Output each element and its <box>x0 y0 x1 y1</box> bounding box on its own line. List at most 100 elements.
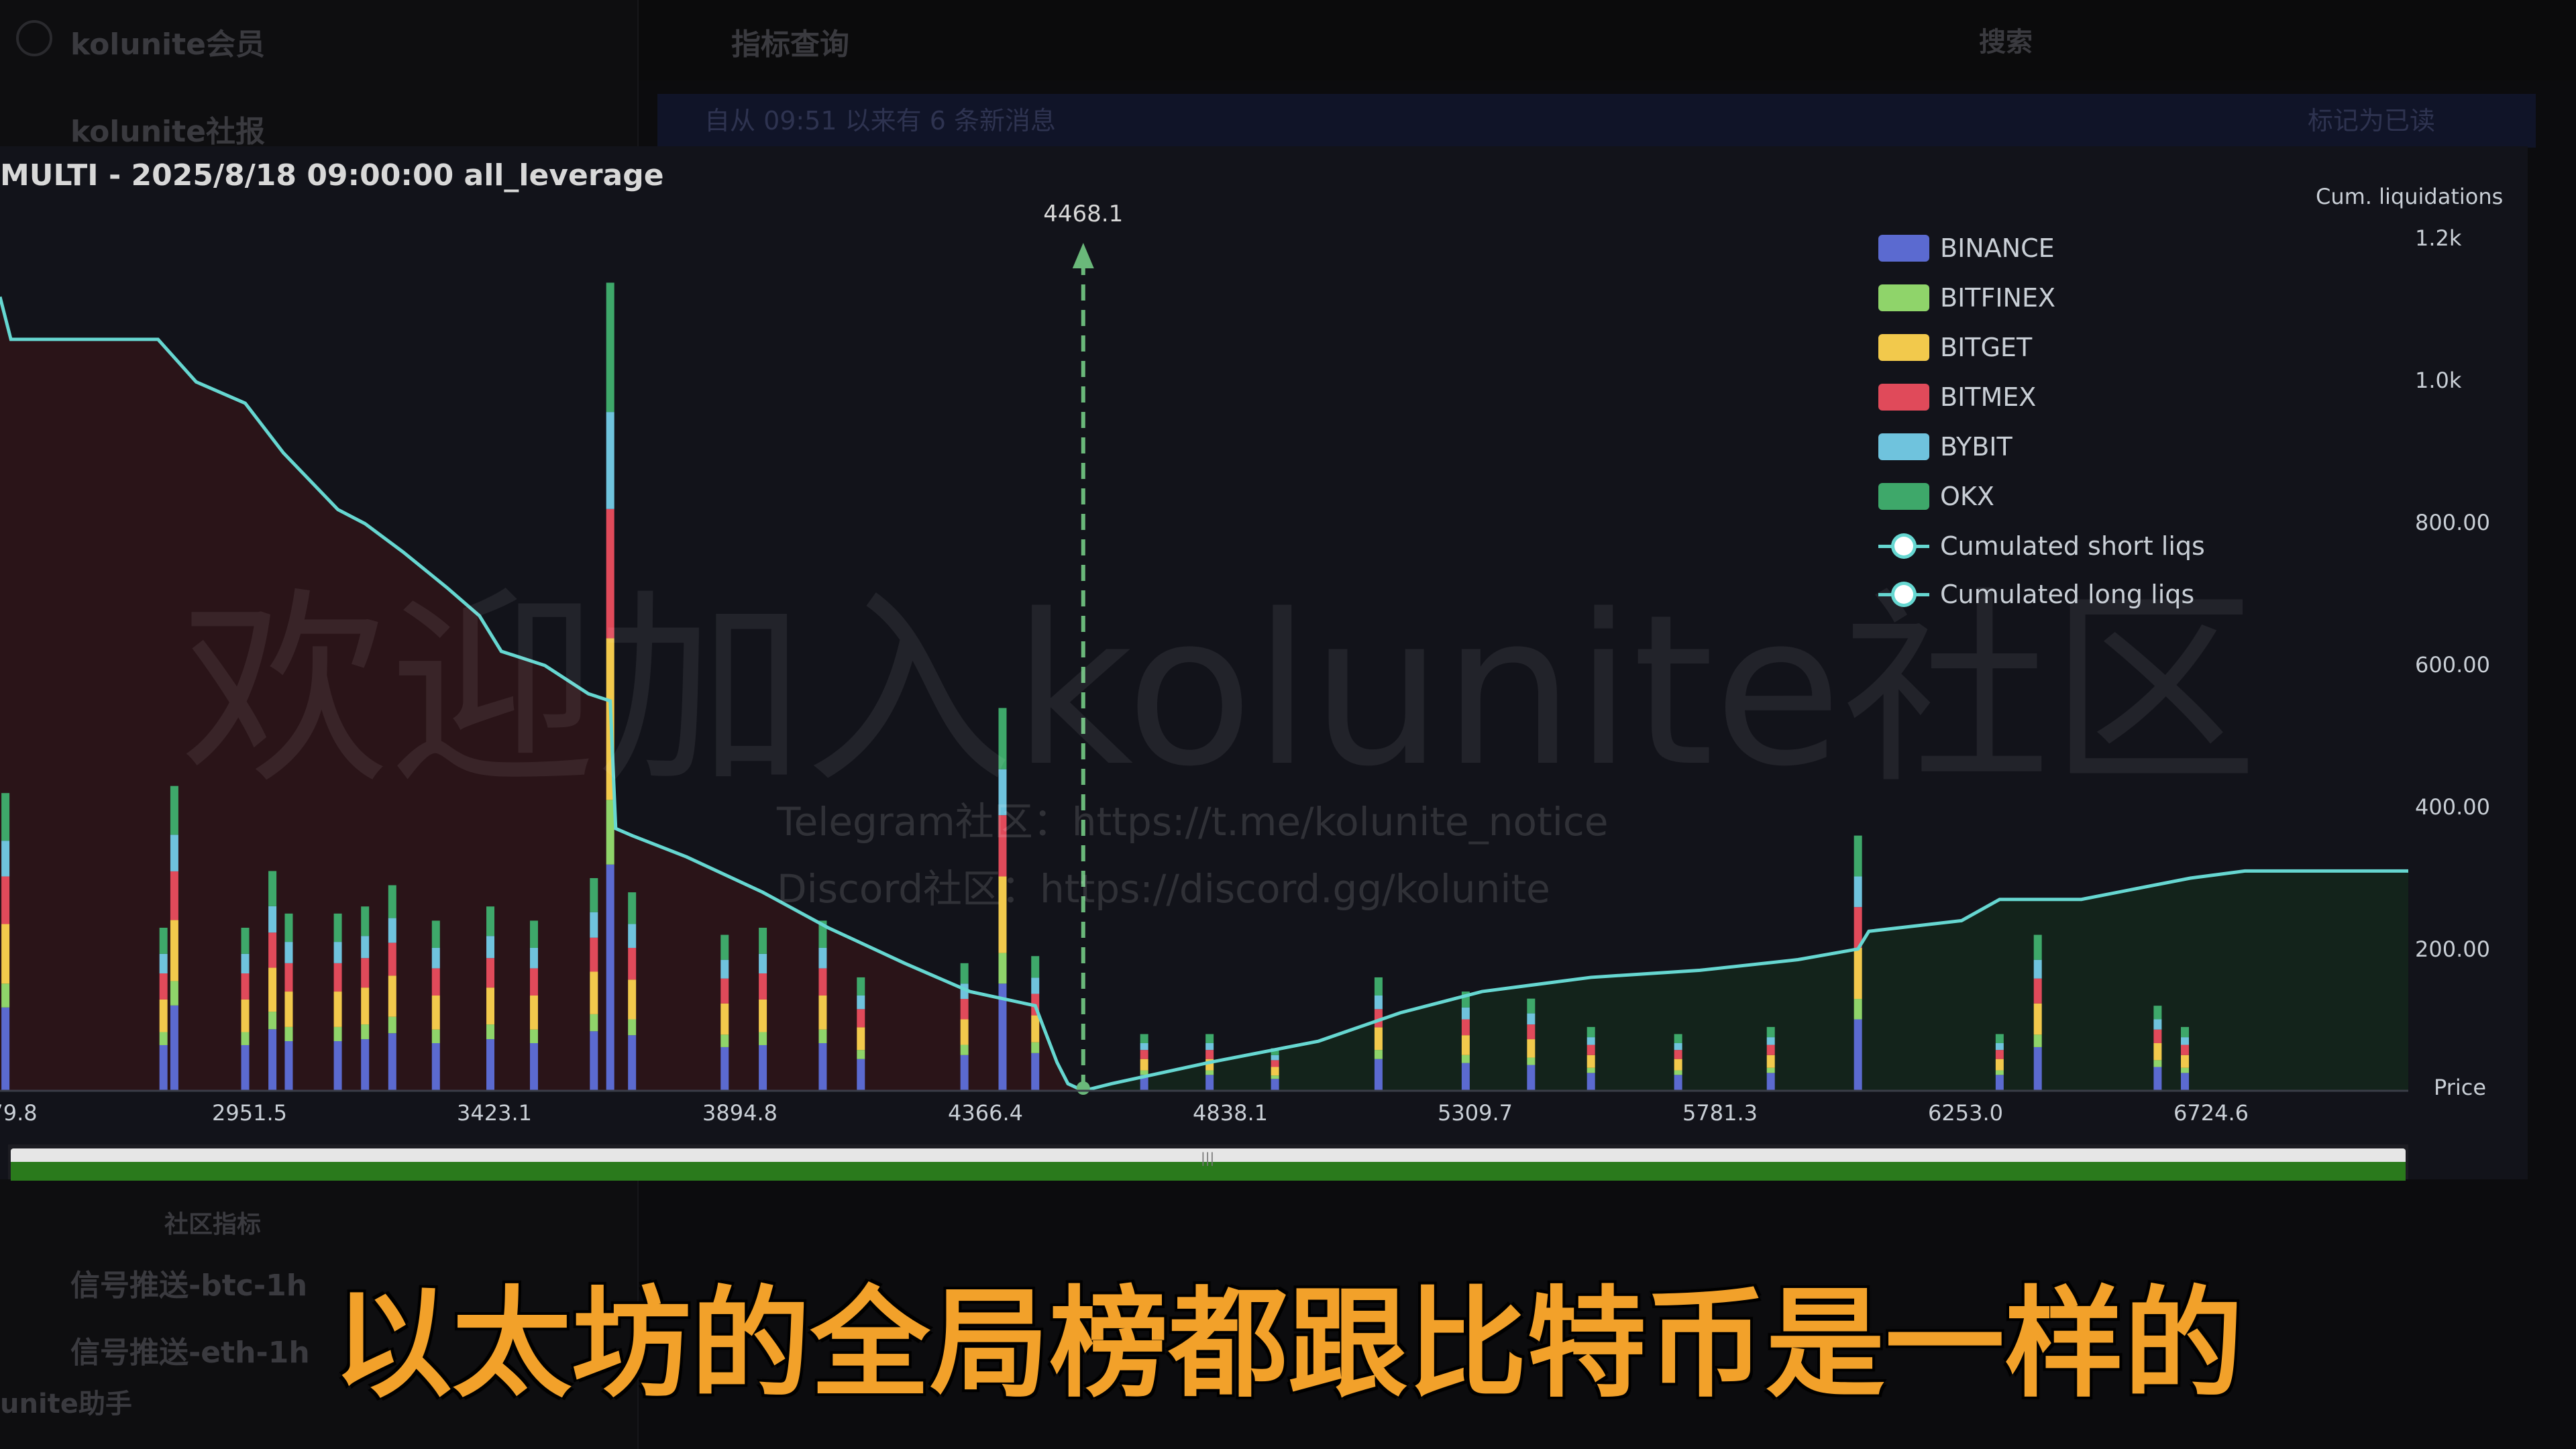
liquidation-bar-bitmex <box>590 937 598 972</box>
liquidation-bar-bitget <box>170 920 178 981</box>
y-tick-label: 1.2k <box>2415 225 2462 251</box>
liquidation-bar-bitfinex <box>1995 1070 2004 1075</box>
liquidation-bar-binance <box>1031 1053 1040 1091</box>
liquidation-bar-binance <box>1374 1059 1383 1091</box>
liquidation-bar-bitmex <box>960 999 969 1020</box>
liquidation-bar-binance <box>1587 1073 1595 1091</box>
liquidation-bar-binance <box>960 1055 969 1091</box>
liquidation-bar-bitmex <box>1205 1050 1214 1059</box>
liquidation-bar-bitget <box>1 924 10 984</box>
liquidation-bar-bitget <box>857 1027 865 1051</box>
liquidation-bar-bybit <box>284 942 293 963</box>
search-input[interactable]: 搜索 <box>1979 27 2033 58</box>
liquidation-bar-binance <box>529 1042 538 1091</box>
liquidation-bar-bitfinex <box>628 1019 637 1036</box>
liquidation-bar-okx <box>759 927 767 954</box>
legend-item-bybit[interactable]: BYBIT <box>1878 422 2012 472</box>
liquidation-bar-bitmex <box>1527 1024 1536 1040</box>
liquidation-bar-bybit <box>1 841 10 877</box>
liquidation-bar-bitfinex <box>606 800 614 865</box>
liquidation-chart[interactable]: 4468.1 <box>0 146 2528 1179</box>
channel-signal-eth[interactable]: 信号推送-eth-1h <box>70 1336 310 1370</box>
grip-icon[interactable]: ||| <box>1201 1150 1215 1166</box>
server-icon <box>16 20 52 56</box>
liquidation-bar-bitfinex <box>818 1029 827 1043</box>
liquidation-bar-bitmex <box>388 943 396 976</box>
x-tick-label: 5309.7 <box>1438 1100 1513 1126</box>
legend-item-long-liqs[interactable]: Cumulated long liqs <box>1878 570 2194 619</box>
liquidation-bar-okx <box>1854 835 1862 877</box>
liquidation-bar-bitget <box>361 987 370 1025</box>
legend-item-binance[interactable]: BINANCE <box>1878 223 2055 273</box>
watermark-telegram: Telegram社区：https://t.me/kolunite_notice <box>777 799 1609 845</box>
legend-item-bitget[interactable]: BITGET <box>1878 323 2032 372</box>
liquidation-bar-bitmex <box>1854 907 1862 948</box>
liquidation-bar-bitmex <box>1587 1044 1595 1055</box>
legend-item-bitmex[interactable]: BITMEX <box>1878 372 2036 422</box>
liquidation-bar-binance <box>1674 1075 1682 1091</box>
liquidation-bar-okx <box>284 913 293 943</box>
liquidation-bar-okx <box>170 786 178 835</box>
liquidation-bar-binance <box>170 1005 178 1091</box>
mark-read-button[interactable]: 标记为已读 <box>2307 106 2435 136</box>
x-tick-label: 3423.1 <box>457 1100 532 1126</box>
user-name: unite助手 <box>0 1389 132 1419</box>
liquidation-bar-okx <box>268 871 277 906</box>
x-tick-label: 6253.0 <box>1928 1100 2003 1126</box>
y-axis-title: Cum. liquidations <box>2316 184 2504 209</box>
liquidation-bar-bybit <box>998 769 1007 816</box>
liquidation-bar-okx <box>159 927 168 954</box>
legend-item-short-liqs[interactable]: Cumulated short liqs <box>1878 521 2205 571</box>
liquidation-bar-bitmex <box>431 968 440 996</box>
liquidation-bar-bitmex <box>1461 1019 1470 1036</box>
liquidation-bar-bybit <box>1140 1042 1148 1051</box>
chart-title: MULTI - 2025/8/18 09:00:00 all_leverage <box>0 158 664 193</box>
liquidation-bar-bitfinex <box>529 1029 538 1043</box>
liquidation-bar-binance <box>1854 1019 1862 1091</box>
banner-text: 自从 09:51 以来有 6 条新消息 <box>704 106 1057 136</box>
liquidation-bar-binance <box>759 1044 767 1091</box>
liquidation-bar-binance <box>2153 1067 2162 1091</box>
liquidation-bar-bitmex <box>1674 1050 1682 1059</box>
liquidation-bar-okx <box>720 934 729 960</box>
legend-item-okx[interactable]: OKX <box>1878 472 1994 521</box>
server-name[interactable]: kolunite会员 <box>70 28 265 62</box>
liquidation-bar-okx <box>333 913 342 943</box>
new-messages-banner[interactable]: 自从 09:51 以来有 6 条新消息 标记为已读 <box>657 94 2536 148</box>
liquidation-bar-okx <box>998 708 1007 769</box>
liquidation-bar-bitfinex <box>1 983 10 1008</box>
liquidation-bar-okx <box>628 892 637 924</box>
liquidation-bar-bitmex <box>529 968 538 996</box>
liquidation-bar-bitget <box>159 999 168 1032</box>
legend-item-bitfinex[interactable]: BITFINEX <box>1878 273 2055 323</box>
liquidation-bar-okx <box>1140 1034 1148 1043</box>
liquidation-bar-bitmex <box>1766 1044 1775 1055</box>
legend-swatch <box>1878 433 1929 460</box>
liquidation-bar-okx <box>1587 1026 1595 1038</box>
liquidation-bar-bybit <box>241 953 250 974</box>
liquidation-bar-binance <box>590 1031 598 1091</box>
liquidation-bar-bybit <box>268 906 277 933</box>
liquidation-bar-okx <box>361 906 370 936</box>
legend-swatch <box>1878 334 1929 361</box>
liquidation-bar-bitmex <box>241 973 250 1000</box>
liquidation-bar-bybit <box>606 412 614 509</box>
legend-line-marker <box>1878 533 1929 559</box>
cumulated-short-liqs-line <box>0 296 1084 1093</box>
liquidation-bar-binance <box>606 864 614 1091</box>
liquidation-bar-bybit <box>170 835 178 871</box>
liquidation-bar-bitget <box>960 1019 969 1045</box>
channel-signal-btc[interactable]: 信号推送-btc-1h <box>70 1269 308 1303</box>
liquidation-bar-okx <box>529 920 538 948</box>
liquidation-bar-bitfinex <box>998 953 1007 984</box>
liquidation-bar-okx <box>1995 1034 2004 1043</box>
liquidation-bar-binance <box>268 1029 277 1091</box>
y-tick-label: 400.00 <box>2415 794 2490 820</box>
liquidation-bar-bybit <box>361 936 370 959</box>
channel-kolunite-news[interactable]: kolunite社报 <box>70 115 265 149</box>
liquidation-bar-bitfinex <box>159 1032 168 1045</box>
liquidation-bar-binance <box>1205 1075 1214 1091</box>
liquidation-bar-bitfinex <box>1271 1075 1279 1079</box>
liquidation-bar-binance <box>998 983 1007 1091</box>
liquidation-bar-okx <box>1271 1048 1279 1055</box>
